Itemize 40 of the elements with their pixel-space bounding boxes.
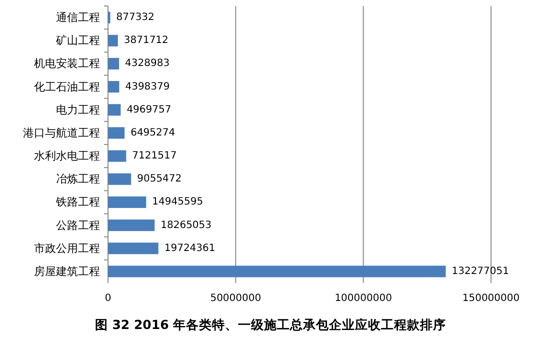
y-tick-label: 港口与航道工程 bbox=[23, 126, 100, 140]
bar bbox=[108, 196, 146, 208]
bar bbox=[108, 127, 125, 139]
y-tick-label: 铁路工程 bbox=[55, 196, 100, 209]
y-tick-label: 化工石油工程 bbox=[34, 80, 100, 94]
data-label: 3871712 bbox=[124, 35, 168, 46]
data-label: 18265053 bbox=[160, 220, 212, 231]
x-tick-label: 150000000 bbox=[462, 293, 520, 304]
data-label: 9055472 bbox=[137, 174, 182, 185]
data-label: 14945595 bbox=[152, 196, 204, 208]
x-tick-label: 0 bbox=[104, 293, 112, 304]
bar bbox=[108, 173, 132, 185]
bar bbox=[108, 266, 446, 278]
bar bbox=[108, 104, 121, 116]
y-tick-label: 机电安装工程 bbox=[34, 57, 100, 70]
data-label: 132277051 bbox=[452, 266, 510, 277]
bar bbox=[108, 81, 120, 93]
y-tick-label: 冶炼工程 bbox=[56, 172, 100, 186]
bar bbox=[108, 242, 158, 254]
text: 图 32 2016 年各类特、一级施工总承包企业应收工程款排序 bbox=[94, 317, 446, 332]
y-tick-label: 电力工程 bbox=[56, 103, 100, 116]
data-label: 7121517 bbox=[132, 150, 177, 162]
y-tick-label: 市政公用工程 bbox=[34, 242, 100, 255]
data-label: 6495274 bbox=[130, 127, 176, 138]
y-tick-label: 房屋建筑工程 bbox=[34, 264, 100, 278]
y-tick-label: 矿山工程 bbox=[55, 34, 100, 48]
y-tick-label: 水利水电工程 bbox=[34, 150, 100, 163]
bar bbox=[108, 150, 126, 162]
bar bbox=[108, 58, 120, 70]
x-tick-label: 100000000 bbox=[334, 293, 392, 304]
data-label: 4398379 bbox=[125, 81, 170, 92]
bar bbox=[108, 34, 118, 46]
x-tick-label: 50000000 bbox=[210, 293, 262, 304]
y-tick-label: 通信工程 bbox=[56, 11, 100, 24]
data-label: 4969757 bbox=[126, 104, 172, 116]
data-label: 877332 bbox=[116, 12, 154, 24]
y-tick-label: 公路工程 bbox=[56, 218, 100, 232]
data-label: 19724361 bbox=[164, 242, 216, 254]
bar bbox=[108, 220, 155, 232]
data-label: 4328983 bbox=[125, 58, 170, 70]
